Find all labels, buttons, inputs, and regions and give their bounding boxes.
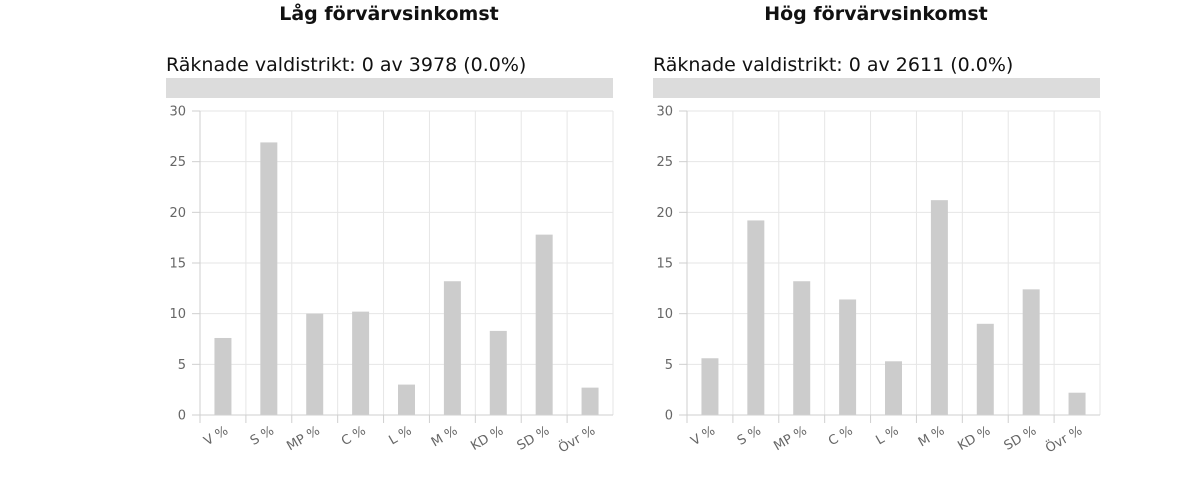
bar <box>976 323 994 415</box>
y-tick-label: 30 <box>169 105 186 120</box>
bar <box>1068 392 1086 415</box>
y-tick-label: 20 <box>169 206 186 221</box>
bar <box>535 234 553 415</box>
bar <box>260 142 278 415</box>
bar <box>793 281 811 415</box>
bar <box>352 311 370 415</box>
x-tick-label: MP % <box>771 423 809 454</box>
x-tick-label: SD % <box>1002 423 1040 453</box>
progress-text-low-income: Räknade valdistrikt: 0 av 3978 (0.0%) <box>166 54 527 76</box>
bar <box>581 387 599 415</box>
x-tick-label: V % <box>688 423 717 449</box>
x-tick-label: L % <box>873 423 901 448</box>
x-tick-label: KD % <box>468 423 506 454</box>
y-tick-label: 20 <box>656 206 673 221</box>
bar-chart-low-income: 0 5 10 15 20 25 30 V % S % MP % C % L % M % KD % SD % Ö… <box>169 105 614 457</box>
x-tick-label: KD % <box>955 423 993 454</box>
bar <box>839 299 857 415</box>
x-tick-label: V % <box>201 423 230 449</box>
y-tick-label: 15 <box>169 257 186 272</box>
x-tick-label: C % <box>339 423 369 449</box>
progress-bar-high-income <box>653 78 1100 98</box>
bar <box>701 358 719 415</box>
bar <box>489 330 507 415</box>
x-tick-label: S % <box>735 423 764 448</box>
y-tick-label: 5 <box>178 358 186 373</box>
progress-bar-low-income <box>166 78 613 98</box>
y-tick-label: 10 <box>656 307 673 322</box>
y-tick-label: 5 <box>665 358 673 373</box>
bar <box>443 281 461 415</box>
y-tick-label: 30 <box>656 105 673 120</box>
chart-title-high-income: Hög förvärvsinkomst <box>764 3 988 25</box>
x-tick-label: L % <box>386 423 414 448</box>
bar <box>747 220 765 415</box>
bar <box>214 337 232 415</box>
y-tick-label: 25 <box>169 155 186 170</box>
bar-chart-high-income: 0 5 10 15 20 25 30 V % S % MP % C % L % M % KD % SD % Ö… <box>656 105 1101 457</box>
bar <box>306 313 324 415</box>
x-tick-label: Övr % <box>1042 422 1085 457</box>
bar <box>885 361 902 415</box>
x-tick-label: M % <box>429 423 460 450</box>
y-tick-label: 10 <box>169 307 186 322</box>
y-tick-label: 15 <box>656 257 673 272</box>
x-tick-label: C % <box>826 423 856 449</box>
bar <box>398 384 415 415</box>
x-tick-label: MP % <box>284 423 322 454</box>
x-tick-label: Övr % <box>555 422 598 457</box>
x-tick-label: S % <box>248 423 277 448</box>
y-tick-label: 0 <box>665 409 673 424</box>
x-tick-label: M % <box>916 423 947 450</box>
y-tick-label: 25 <box>656 155 673 170</box>
y-tick-label: 0 <box>178 409 186 424</box>
x-tick-label: SD % <box>515 423 553 453</box>
bar <box>930 200 948 415</box>
chart-title-low-income: Låg förvärvsinkomst <box>279 3 499 25</box>
progress-text-high-income: Räknade valdistrikt: 0 av 2611 (0.0%) <box>653 54 1014 76</box>
bar <box>1022 289 1040 415</box>
